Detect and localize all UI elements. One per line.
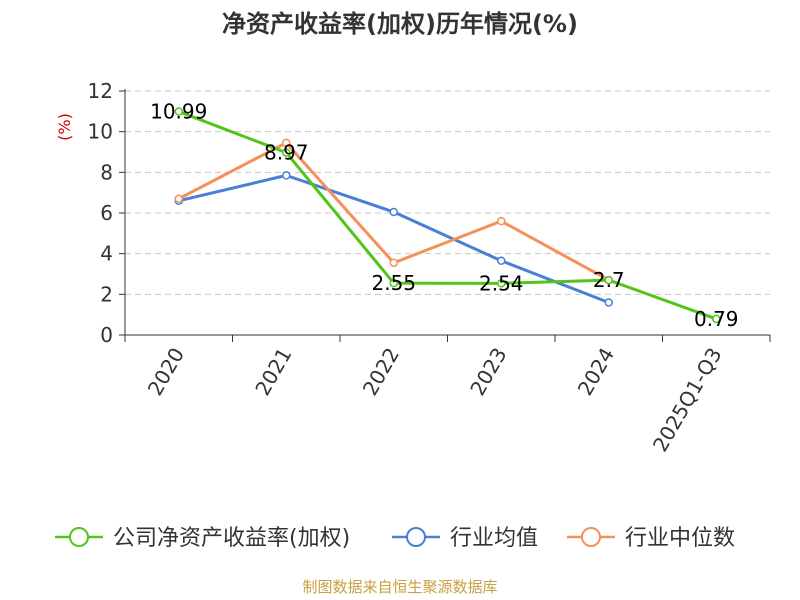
legend-label: 行业均值 <box>450 526 538 551</box>
x-tick-label: 2020 <box>143 344 189 400</box>
y-axis-unit-label: (%) <box>55 113 74 141</box>
series-point <box>389 278 398 288</box>
y-tick-label: 12 <box>88 79 113 103</box>
series-point <box>497 216 506 226</box>
data-label: 10.99 <box>150 100 207 124</box>
data-label: 2.7 <box>593 268 625 292</box>
legend: 公司净资产收益率(加权) 行业均值 行业中位数 <box>55 526 735 551</box>
y-tick-label: 8 <box>100 160 113 184</box>
series-point <box>282 171 291 180</box>
y-tick-label: 0 <box>100 323 113 347</box>
x-tick-label: 2025Q1-Q3 <box>648 344 727 456</box>
series-line <box>178 110 717 321</box>
y-tick-label: 6 <box>100 201 113 225</box>
data-source-note: 制图数据来自恒生聚源数据库 <box>302 578 497 596</box>
x-tick-label: 2024 <box>573 344 619 400</box>
data-label: 2.55 <box>371 271 416 295</box>
legend-label: 行业中位数 <box>625 526 735 551</box>
series-point <box>282 138 291 148</box>
y-tick-label: 2 <box>100 282 113 306</box>
legend-label: 公司净资产收益率(加权) <box>113 526 350 551</box>
legend-marker <box>69 527 89 547</box>
x-tick-label: 2021 <box>250 344 296 400</box>
legend-marker <box>406 527 426 547</box>
data-labels: 10.99 8.97 2.55 2.54 2.7 0.79 <box>150 100 738 331</box>
series-point <box>174 107 183 116</box>
data-label: 2.54 <box>479 271 524 295</box>
x-tick-label: 2023 <box>465 344 511 400</box>
data-label: 8.97 <box>264 141 309 165</box>
series-point <box>389 258 398 268</box>
series-lines <box>174 107 721 324</box>
series-point <box>389 207 398 217</box>
series-point <box>604 298 613 307</box>
series-point <box>497 279 506 288</box>
series-point <box>712 314 721 324</box>
legend-marker <box>581 527 601 547</box>
series-point <box>174 194 183 204</box>
chart-title: 净资产收益率(加权)历年情况(%) <box>222 10 578 38</box>
x-tick-label: 2022 <box>358 344 404 400</box>
series-point <box>282 148 291 157</box>
grid-lines <box>125 90 770 295</box>
series-point <box>497 256 506 266</box>
y-tick-label: 4 <box>100 242 113 266</box>
axes: 0 2 4 6 8 10 12 2020 2021 2022 2023 2024 2025Q1-Q3 <box>88 79 771 456</box>
y-tick-label: 10 <box>88 120 113 144</box>
series-point <box>604 275 613 285</box>
data-label: 0.79 <box>694 307 739 331</box>
